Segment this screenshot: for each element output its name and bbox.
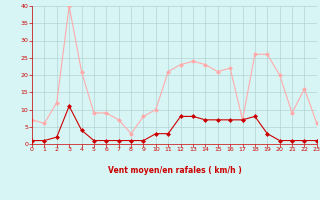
X-axis label: Vent moyen/en rafales ( km/h ): Vent moyen/en rafales ( km/h )	[108, 166, 241, 175]
